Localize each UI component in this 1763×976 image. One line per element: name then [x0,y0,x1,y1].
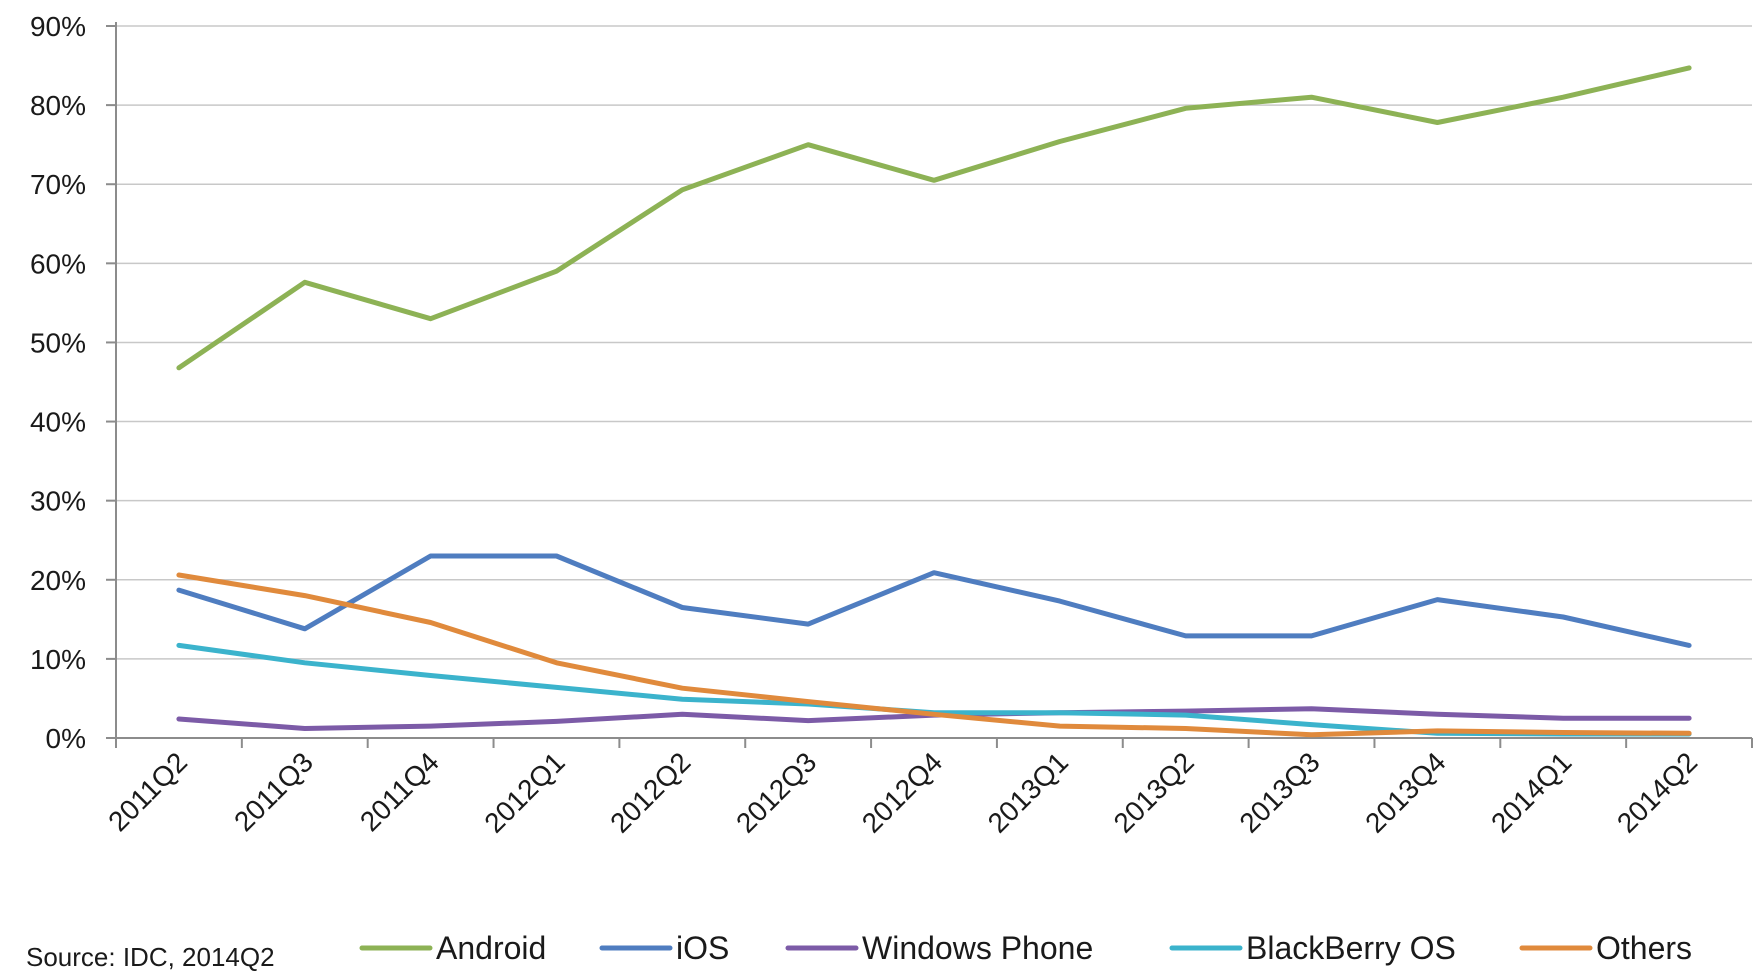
x-tick-label: 2013Q2 [1108,746,1200,838]
x-tick-label: 2012Q2 [604,746,696,838]
y-tick-label: 90% [30,11,86,42]
x-tick-label: 2012Q1 [478,746,570,838]
series-line-others [176,572,1692,738]
series-line-android [176,65,1692,371]
x-tick-label: 2011Q3 [228,746,319,837]
x-tick-label: 2011Q2 [102,746,193,837]
x-tick-label: 2014Q2 [1611,746,1703,838]
y-tick-label: 70% [30,169,86,200]
y-tick-label: 20% [30,565,86,596]
legend-label-others: Others [1596,930,1692,966]
series-lines [176,65,1692,738]
x-tick-label: 2013Q3 [1233,746,1325,838]
source-note: Source: IDC, 2014Q2 [26,942,275,972]
gridlines [116,25,1752,660]
x-tick-labels: 2011Q2 2011Q3 2011Q4 2012Q1 2012Q2 2012Q3 2012… [102,746,1703,838]
y-tick-labels: 0% 10% 20% 30% 40% 50% 60% 70% 80% 90% [30,11,86,754]
y-tick-label: 40% [30,407,86,438]
x-tick-label: 2013Q1 [982,746,1074,838]
legend-label-windows-phone: Windows Phone [862,930,1093,966]
y-tick-label: 80% [30,90,86,121]
y-tick-label: 10% [30,644,86,675]
x-tick-label: 2014Q1 [1485,746,1577,838]
y-tick-label: 0% [46,723,86,754]
x-tick-label: 2011Q4 [354,746,445,837]
axes [106,22,1753,748]
y-tick-label: 60% [30,248,86,279]
series-line-ios [176,553,1692,648]
legend: Android iOS Windows Phone BlackBerry OS Othe… [359,930,1692,966]
legend-label-android: Android [436,930,546,966]
x-tick-label: 2012Q4 [856,746,948,838]
x-tick-label: 2013Q4 [1359,746,1451,838]
legend-label-blackberry-os: BlackBerry OS [1246,930,1456,966]
y-tick-label: 50% [30,327,86,358]
y-tick-label: 30% [30,486,86,517]
x-tick-label: 2012Q3 [730,746,822,838]
legend-label-ios: iOS [676,930,729,966]
